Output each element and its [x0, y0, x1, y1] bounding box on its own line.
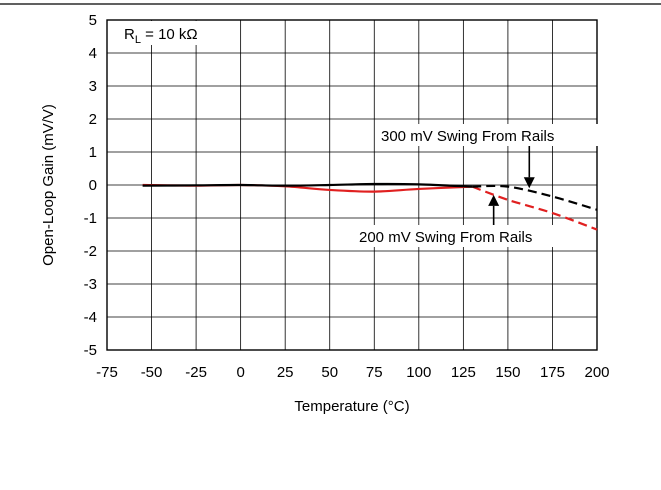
annotation-200mv: 200 mV Swing From Rails — [356, 194, 574, 247]
annotation-300mv: 300 mV Swing From Rails — [377, 124, 598, 189]
y-tick-label: -4 — [84, 309, 97, 326]
y-tick-label: 2 — [89, 111, 97, 128]
condition-label-box: RL = 10 kΩ — [108, 21, 221, 46]
y-tick-label: -1 — [84, 210, 97, 227]
y-axis-title: Open-Loop Gain (mV/V) — [40, 104, 57, 266]
condition-label: RL = 10 kΩ — [124, 26, 198, 46]
x-tick-label: 50 — [321, 364, 338, 381]
y-tick-label: 5 — [89, 12, 97, 29]
y-tick-labels: 5 4 3 2 1 0 -1 -2 -3 -4 -5 — [84, 12, 97, 359]
y-tick-label: 0 — [89, 177, 97, 194]
annotation-300mv-label: 300 mV Swing From Rails — [381, 128, 554, 145]
x-tick-labels: -75 -50 -25 0 25 50 75 100 125 150 175 200 — [96, 364, 609, 381]
x-tick-label: -25 — [185, 364, 207, 381]
series-lines — [142, 182, 598, 231]
x-tick-label: 150 — [495, 364, 520, 381]
x-tick-label: 25 — [277, 364, 294, 381]
x-tick-label: -50 — [141, 364, 163, 381]
series-2-solid-line — [142, 182, 473, 188]
chart-grid — [107, 20, 597, 350]
x-axis-title: Temperature (°C) — [294, 398, 409, 415]
plot-frame — [106, 19, 598, 351]
y-tick-label: 4 — [89, 45, 97, 62]
x-tick-label: 75 — [366, 364, 383, 381]
annotation-300mv-arrowhead — [523, 177, 535, 189]
x-tick-label: 200 — [584, 364, 609, 381]
y-tick-label: -5 — [84, 342, 97, 359]
x-tick-label: 100 — [406, 364, 431, 381]
y-tick-label: 1 — [89, 144, 97, 161]
annotation-200mv-arrowhead — [488, 194, 500, 206]
x-tick-label: 0 — [236, 364, 244, 381]
y-tick-label: 3 — [89, 78, 97, 95]
y-tick-label: -3 — [84, 276, 97, 293]
series-1-dashed-line — [471, 185, 598, 231]
x-tick-label: -75 — [96, 364, 118, 381]
x-tick-label: 125 — [451, 364, 476, 381]
x-tick-label: 175 — [540, 364, 565, 381]
y-tick-label: -2 — [84, 243, 97, 260]
annotation-200mv-label: 200 mV Swing From Rails — [359, 229, 532, 246]
series-2-dashed-line — [472, 184, 598, 211]
